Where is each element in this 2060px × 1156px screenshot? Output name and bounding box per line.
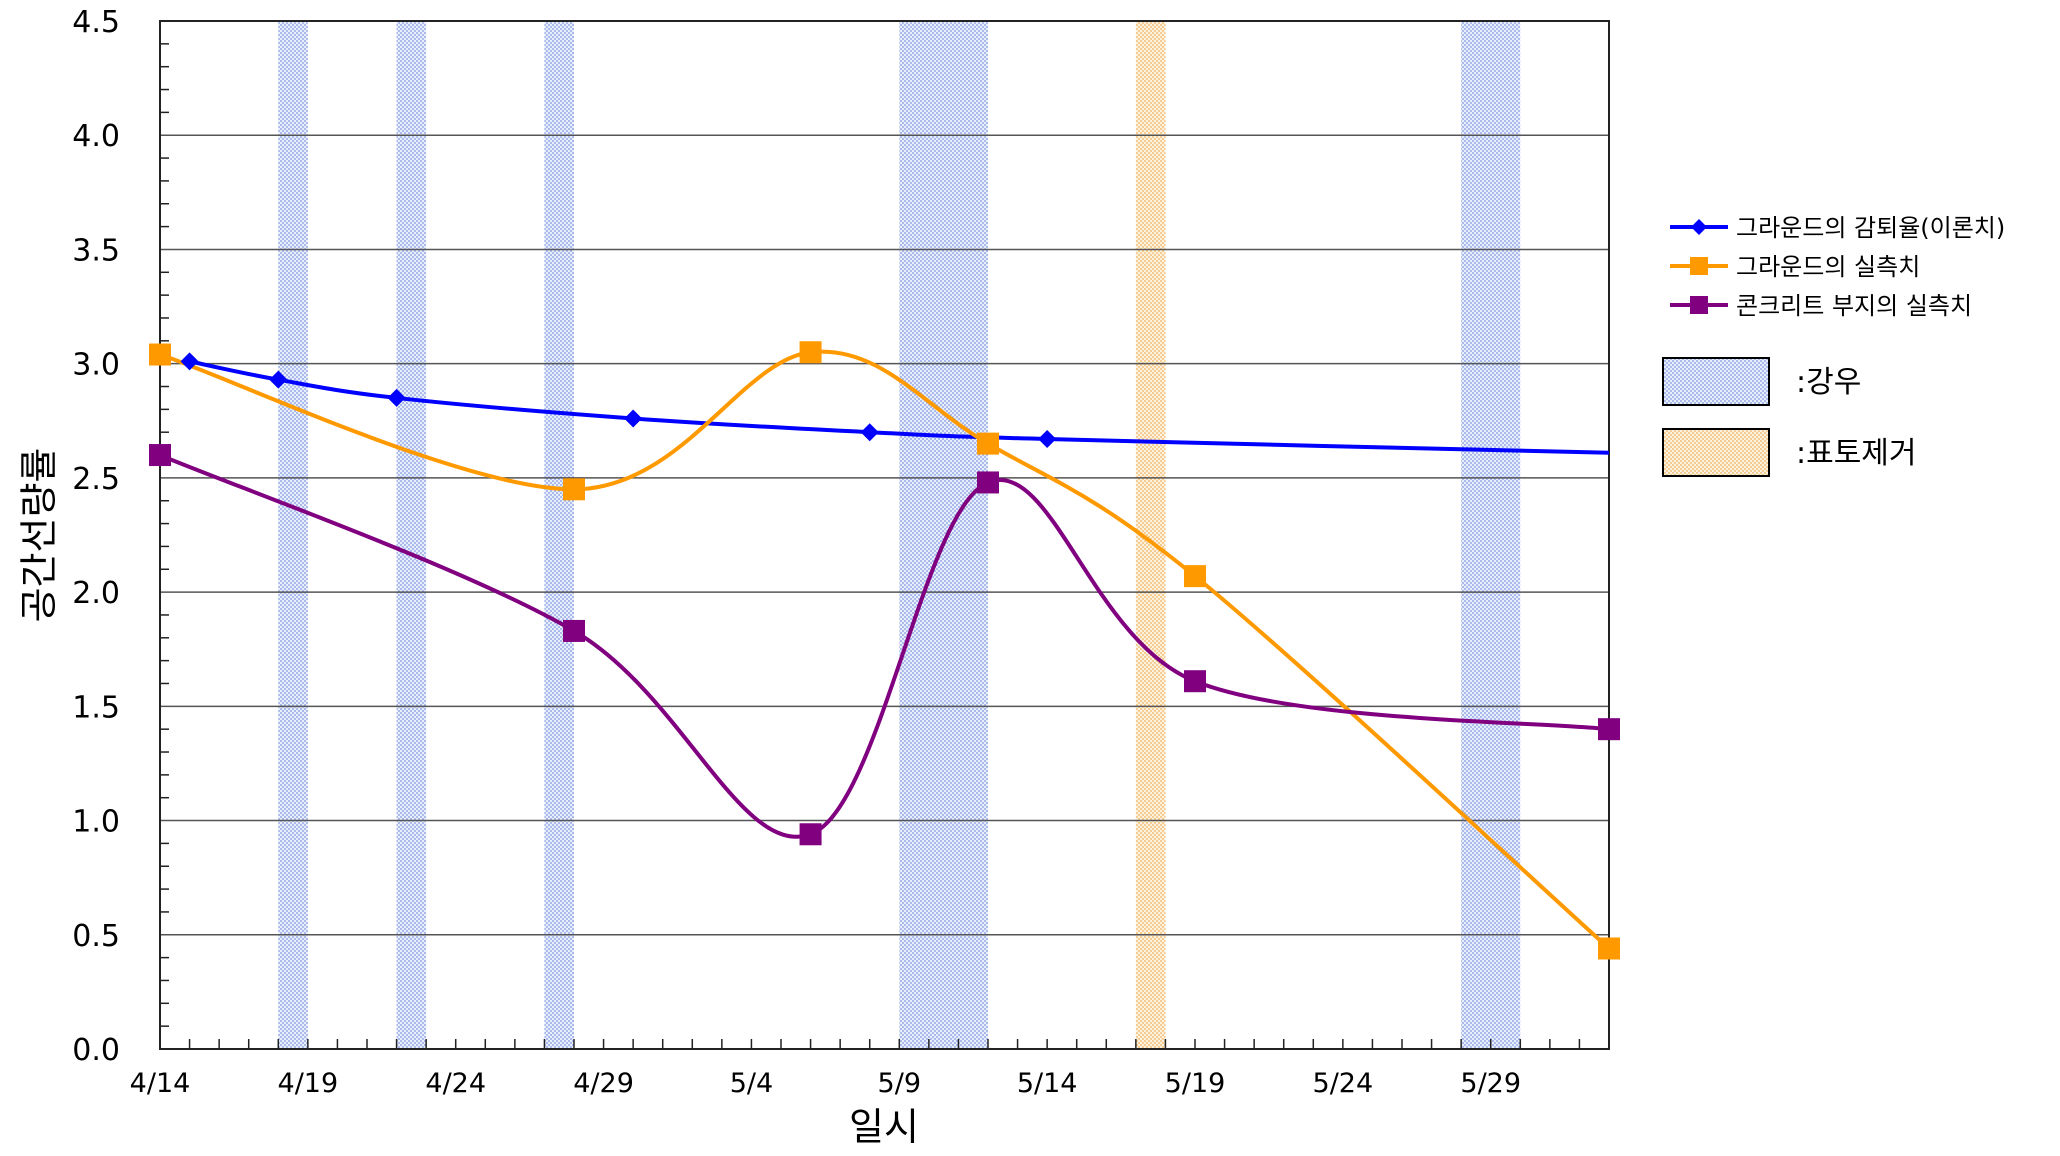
- x-tick-label: 4/14: [130, 1068, 191, 1099]
- data-point: [563, 478, 585, 501]
- x-tick-label: 4/29: [573, 1068, 634, 1099]
- y-tick-label: 0.5: [72, 919, 120, 954]
- x-tick-label: 5/14: [1017, 1068, 1078, 1099]
- y-tick-label: 2.0: [72, 576, 120, 611]
- data-point: [180, 352, 199, 371]
- series-line: [160, 453, 1609, 839]
- legend-swatch-marker: [1690, 296, 1708, 314]
- legend-label: 콘크리트 부지의 실측치: [1736, 292, 1972, 320]
- data-point: [1038, 430, 1057, 449]
- y-tick-label: 1.0: [72, 805, 120, 840]
- legend-swatch-marker: [1691, 219, 1707, 235]
- y-axis-label: 공간선량률: [17, 448, 61, 623]
- y-tick-label: 1.5: [72, 690, 120, 725]
- data-point: [149, 343, 171, 366]
- y-tick-label: 3.0: [72, 348, 120, 383]
- x-tick-label: 4/19: [278, 1068, 339, 1099]
- legend-rain-swatch: [1662, 357, 1770, 406]
- x-tick-label: 4/24: [425, 1068, 486, 1099]
- x-tick-label: 5/19: [1165, 1068, 1226, 1099]
- data-point: [860, 423, 879, 442]
- data-point: [624, 409, 643, 428]
- y-tick-label: 3.5: [72, 233, 120, 268]
- data-point: [387, 388, 406, 407]
- legend-swatch-marker: [1690, 257, 1708, 275]
- legend-topsoil-swatch: [1662, 428, 1770, 477]
- data-point: [563, 619, 585, 642]
- legend-band-label: :강우: [1796, 365, 1861, 400]
- x-tick-label: 5/9: [878, 1068, 921, 1099]
- data-point: [1184, 670, 1206, 693]
- x-axis-label: 일시: [849, 1105, 919, 1149]
- rain-band: [1461, 21, 1521, 1049]
- x-tick-label: 5/4: [730, 1068, 773, 1099]
- rain-band: [544, 21, 574, 1049]
- rain-band: [396, 21, 427, 1049]
- legend-band-label: :표토제거: [1796, 436, 1917, 471]
- series-line: [187, 359, 1609, 455]
- x-tick-label: 5/24: [1313, 1068, 1374, 1099]
- data-point: [149, 444, 171, 467]
- data-point: [269, 370, 288, 389]
- x-tick-label: 5/29: [1460, 1068, 1521, 1099]
- data-point: [1184, 565, 1206, 588]
- y-tick-label: 2.5: [72, 462, 120, 497]
- y-tick-label: 4.5: [72, 5, 120, 40]
- y-tick-label: 4.0: [72, 119, 120, 154]
- rain-band: [278, 21, 308, 1049]
- data-point: [1598, 937, 1620, 960]
- data-point: [1598, 718, 1620, 741]
- data-point: [977, 471, 999, 494]
- legend-label: 그라운드의 감퇴율(이론치): [1736, 214, 2005, 242]
- legend-label: 그라운드의 실측치: [1736, 253, 1920, 281]
- data-point: [799, 341, 822, 364]
- series-line: [160, 349, 1609, 951]
- plot-frame: [159, 20, 1610, 1050]
- rain-band: [899, 21, 988, 1049]
- data-point: [799, 823, 822, 846]
- y-tick-label: 0.0: [72, 1033, 120, 1068]
- data-point: [977, 432, 999, 455]
